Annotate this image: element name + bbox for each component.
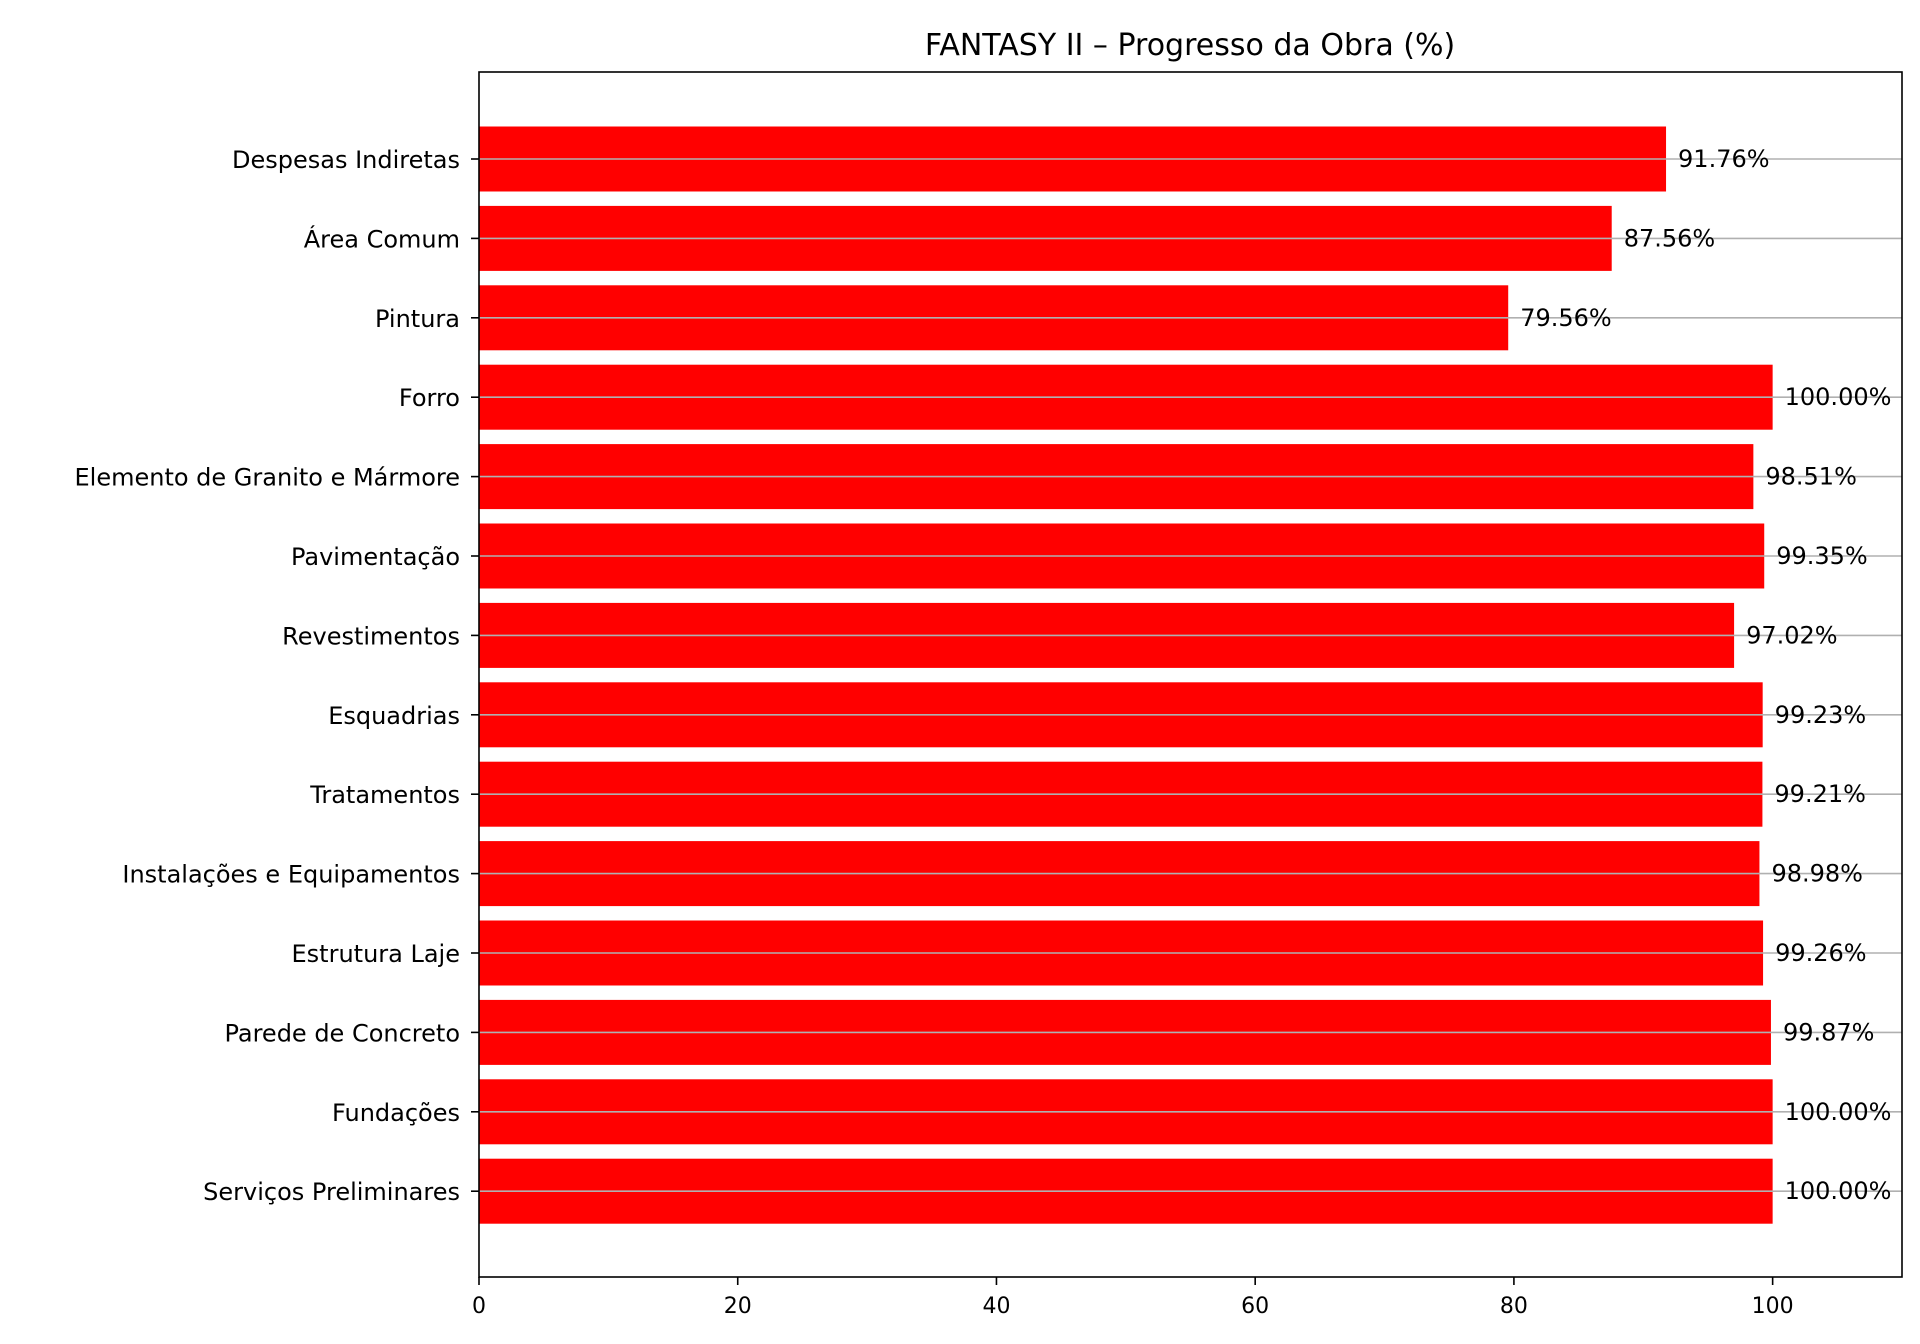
x-tick-label: 0 [472,1294,486,1319]
category-label: Pintura [375,305,460,333]
value-labels: 91.76% 87.56% 79.56% 100.00% 98.51% 99.35% 97.… [1520,145,1891,1205]
category-label: Estrutura Laje [292,940,461,968]
x-tick-label: 40 [982,1294,1010,1319]
value-label: 87.56% [1624,224,1716,252]
category-label: Despesas Indiretas [232,146,460,174]
grid-lines [479,158,1902,1192]
category-label: Parede de Concreto [224,1019,460,1047]
value-label: 100.00% [1785,383,1892,411]
category-label: Fundações [332,1099,460,1127]
value-label: 100.00% [1785,1177,1892,1205]
value-label: 98.98% [1771,860,1863,888]
category-label: Elemento de Granito e Mármore [75,464,461,492]
category-labels: Despesas Indiretas Área Comum Pintura Forro… [75,146,479,1206]
value-label: 99.23% [1775,701,1867,729]
value-label: 97.02% [1746,621,1838,649]
value-label: 99.21% [1774,780,1866,808]
plot-frame [478,71,1903,1278]
category-label: Área Comum [304,224,460,253]
value-label: 91.76% [1678,145,1770,173]
chart-title: FANTASY II – Progresso da Obra (%) [925,28,1455,63]
category-label: Pavimentação [291,543,460,571]
x-axis: 0 20 40 60 80 100 [472,1277,1794,1319]
x-tick-label: 100 [1752,1294,1794,1319]
value-label: 99.35% [1776,542,1868,570]
x-tick-label: 80 [1500,1294,1528,1319]
x-tick-label: 60 [1241,1294,1269,1319]
value-label: 79.56% [1520,304,1612,332]
category-label: Instalações e Equipamentos [122,861,460,889]
bars [479,126,1773,1224]
category-label: Serviços Preliminares [203,1178,460,1206]
x-tick-label: 20 [724,1294,752,1319]
value-label: 100.00% [1785,1098,1892,1126]
value-label: 98.51% [1765,463,1857,491]
category-label: Tratamentos [309,781,460,809]
category-label: Revestimentos [282,622,460,650]
value-label: 99.87% [1783,1018,1875,1046]
value-label: 99.26% [1775,939,1867,967]
category-label: Esquadrias [328,702,460,730]
category-label: Forro [399,384,460,412]
